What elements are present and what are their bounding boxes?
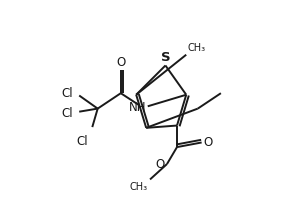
Text: Cl: Cl	[61, 107, 73, 120]
Text: CH₃: CH₃	[188, 43, 206, 53]
Text: Cl: Cl	[61, 87, 73, 100]
Text: O: O	[203, 136, 213, 149]
Text: NH: NH	[129, 100, 146, 114]
Text: Cl: Cl	[77, 135, 89, 148]
Text: O: O	[116, 56, 125, 68]
Text: S: S	[161, 51, 170, 64]
Text: CH₃: CH₃	[130, 182, 148, 192]
Text: O: O	[155, 158, 165, 171]
